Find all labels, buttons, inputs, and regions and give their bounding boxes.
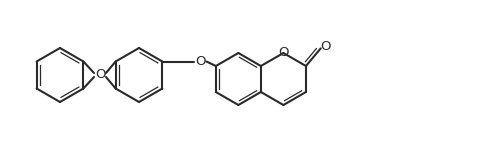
Text: O: O xyxy=(321,40,331,53)
Text: O: O xyxy=(278,46,289,59)
Text: O: O xyxy=(95,69,105,82)
Text: O: O xyxy=(195,55,206,68)
